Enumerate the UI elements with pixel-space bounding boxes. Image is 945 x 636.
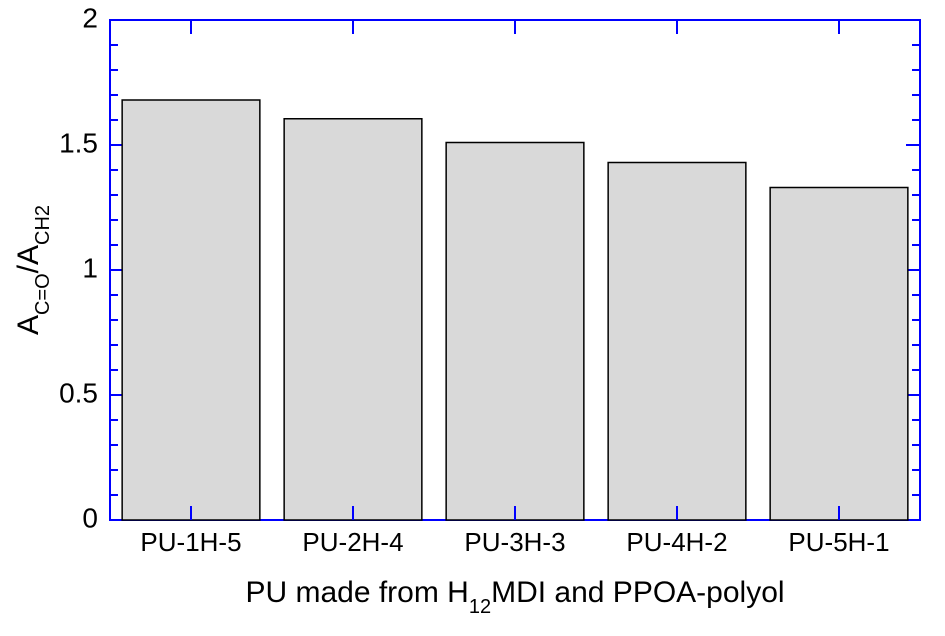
bar-chart: 0 0.5 1 1.5 2 PU-1H-5 PU-2H-4 PU-3H-3 PU-4H-2 PU-… — [0, 0, 945, 636]
bar — [608, 163, 746, 521]
x-axis-label: PU made from H12MDI and PPOA-polyol — [245, 576, 784, 618]
bar — [122, 100, 260, 520]
ytick-label: 1 — [82, 252, 98, 283]
ytick-label: 0 — [82, 502, 98, 533]
y-axis-label: AC=O/ACH2 — [12, 205, 54, 335]
xtick-label: PU-2H-4 — [302, 527, 403, 557]
chart-svg: 0 0.5 1 1.5 2 PU-1H-5 PU-2H-4 PU-3H-3 PU-4H-2 PU-… — [0, 0, 945, 636]
xtick-label: PU-3H-3 — [464, 527, 565, 557]
bar — [446, 143, 584, 521]
ytick-label: 1.5 — [59, 127, 98, 158]
xtick-label: PU-4H-2 — [626, 527, 727, 557]
ytick-label: 2 — [82, 2, 98, 33]
ytick-label: 0.5 — [59, 377, 98, 408]
bar — [770, 188, 908, 521]
xtick-label: PU-1H-5 — [140, 527, 241, 557]
xtick-label: PU-5H-1 — [788, 527, 889, 557]
bar — [284, 119, 422, 520]
